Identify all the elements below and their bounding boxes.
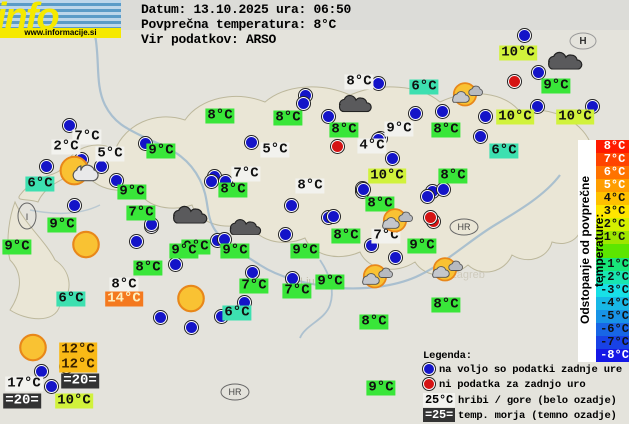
- svg-text:I: I: [26, 212, 29, 222]
- svg-text:HR: HR: [229, 387, 242, 397]
- svg-text:HR: HR: [458, 222, 471, 232]
